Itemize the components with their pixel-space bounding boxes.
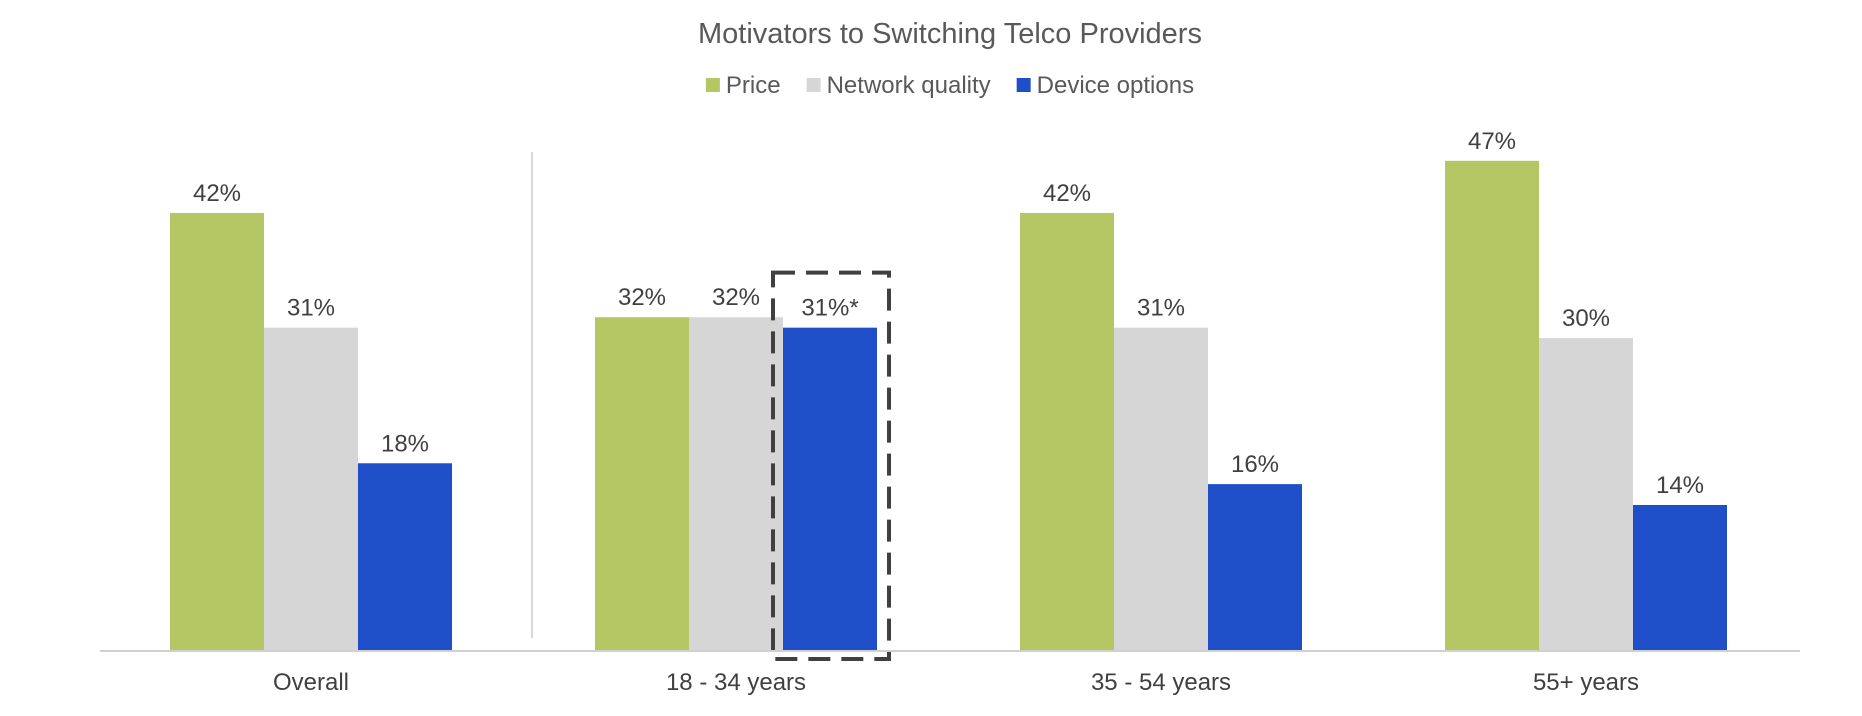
highlight-layer (771, 270, 891, 661)
legend-swatch-device-options (1016, 78, 1031, 92)
data-label-18-34-years-price: 32% (618, 284, 666, 311)
bar-18-34-years-price (595, 317, 689, 651)
legend-label-price: Price (726, 72, 781, 99)
bar-35-54-years-network-quality (1114, 327, 1208, 651)
legend-label-device-options: Device options (1037, 72, 1194, 99)
bar-55-years-device-options (1633, 504, 1727, 651)
data-label-overall-price: 42% (193, 180, 241, 207)
bar-55-years-price (1445, 160, 1539, 652)
bar-overall-device-options (358, 463, 452, 651)
bar-55-years-network-quality (1539, 338, 1633, 651)
bar-18-34-years-device-options (783, 327, 877, 651)
data-label-overall-network-quality: 31% (287, 295, 335, 322)
bar-35-54-years-price (1020, 212, 1114, 651)
legend-label-network-quality: Network quality (827, 72, 991, 99)
category-label-55-years: 55+ years (1533, 669, 1639, 696)
chart-title: Motivators to Switching Telco Providers (698, 18, 1202, 50)
highlight-box (771, 270, 891, 661)
data-label-55-years-price: 47% (1468, 128, 1516, 155)
category-label-18-34-years: 18 - 34 years (666, 669, 806, 696)
bar-overall-network-quality (264, 327, 358, 651)
data-label-18-34-years-device-options: 31%* (801, 295, 858, 322)
data-labels: 42% 31% 18% 32% 32% 31%* 42% 31% 16% 47% 30% 14% (193, 128, 1704, 499)
legend-swatch-price (705, 78, 720, 92)
data-label-35-54-years-device-options: 16% (1231, 451, 1279, 478)
data-label-35-54-years-network-quality: 31% (1137, 295, 1185, 322)
bars (170, 160, 1727, 652)
bar-18-34-years-network-quality (689, 317, 783, 651)
data-label-55-years-device-options: 14% (1656, 472, 1704, 499)
bar-overall-price (170, 212, 264, 651)
bar-35-54-years-device-options (1208, 484, 1302, 651)
legend: Price Network quality Device options (705, 72, 1194, 99)
data-label-55-years-network-quality: 30% (1562, 305, 1610, 332)
legend-swatch-network-quality (806, 78, 821, 92)
data-label-overall-device-options: 18% (381, 430, 429, 457)
category-labels: Overall 18 - 34 years 35 - 54 years 55+ yea… (273, 669, 1639, 696)
data-label-18-34-years-network-quality: 32% (712, 284, 760, 311)
category-label-overall: Overall (273, 669, 349, 696)
data-label-35-54-years-price: 42% (1043, 180, 1091, 207)
category-label-35-54-years: 35 - 54 years (1091, 669, 1231, 696)
